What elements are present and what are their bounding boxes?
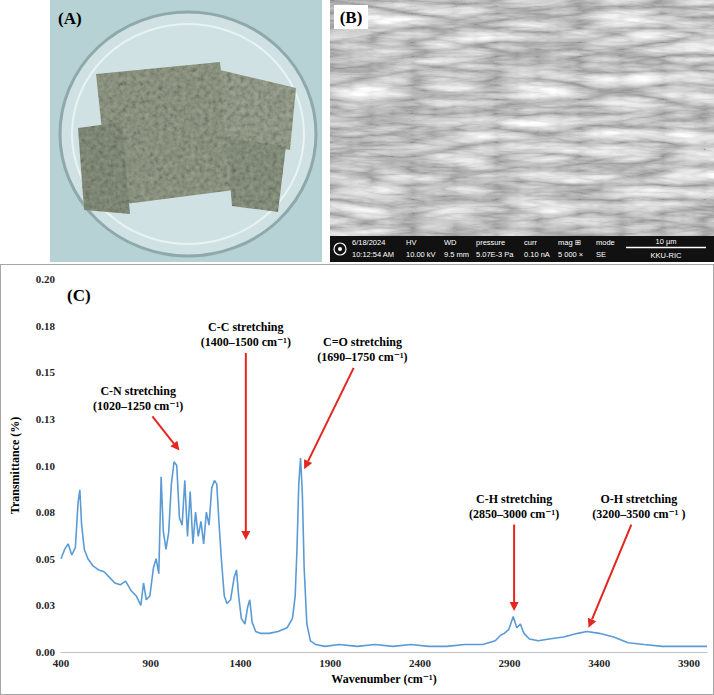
svg-text:0.10: 0.10 [36,460,56,472]
svg-text:C-H stretching: C-H stretching [476,492,552,506]
svg-text:mode: mode [596,238,615,247]
svg-text:0.13: 0.13 [36,413,56,425]
svg-text:900: 900 [142,657,159,669]
svg-text:0.05: 0.05 [36,553,56,565]
svg-text:0.08: 0.08 [36,506,56,518]
svg-text:HV: HV [406,238,416,247]
svg-text:C=O stretching: C=O stretching [323,335,402,349]
svg-text:curr: curr [524,238,537,247]
svg-text:O-H stretching: O-H stretching [600,492,677,506]
svg-text:0.10 nA: 0.10 nA [524,250,550,259]
svg-text:0.03: 0.03 [36,599,56,611]
svg-text:400: 400 [53,657,70,669]
svg-text:5 000 ×: 5 000 × [558,250,583,259]
svg-text:5.07E-3 Pa: 5.07E-3 Pa [476,250,514,259]
svg-text:(C): (C) [67,286,91,305]
svg-text:C-C stretching: C-C stretching [208,320,283,334]
svg-text:C-N stretching: C-N stretching [100,384,175,398]
svg-text:0.00: 0.00 [35,646,55,658]
svg-text:(1690–1750 cm⁻¹): (1690–1750 cm⁻¹) [317,350,407,364]
svg-text:2900: 2900 [499,657,521,669]
svg-text:Transmittance (%): Transmittance (%) [8,417,22,514]
svg-text:(2850–3000 cm⁻¹): (2850–3000 cm⁻¹) [469,507,559,521]
svg-text:(B): (B) [340,8,363,27]
svg-text:3900: 3900 [678,657,701,669]
svg-text:10.00 kV: 10.00 kV [406,250,436,259]
svg-text:(A): (A) [58,9,82,28]
svg-text:1400: 1400 [229,657,252,669]
svg-text:0.15: 0.15 [36,366,56,378]
svg-text:(1400–1500 cm⁻¹): (1400–1500 cm⁻¹) [201,335,291,349]
svg-text:SE: SE [596,250,606,259]
svg-text:3400: 3400 [588,657,611,669]
svg-text:6/18/2024: 6/18/2024 [352,238,385,247]
svg-text:WD: WD [444,238,457,247]
svg-text:(3200–3500 cm⁻¹ ): (3200–3500 cm⁻¹ ) [592,507,685,521]
svg-text:2400: 2400 [409,657,432,669]
svg-text:Wavenumber (cm⁻¹): Wavenumber (cm⁻¹) [331,672,436,686]
svg-text:9.5 mm: 9.5 mm [444,250,469,259]
svg-text:0.20: 0.20 [36,273,56,285]
svg-text:(1020–1250 cm⁻¹): (1020–1250 cm⁻¹) [93,399,183,413]
svg-text:1900: 1900 [319,657,342,669]
svg-text:KKU-RIC: KKU-RIC [651,251,682,260]
svg-text:10 µm: 10 µm [656,237,677,246]
svg-text:0.18: 0.18 [36,320,56,332]
svg-text:10:12:54 AM: 10:12:54 AM [352,250,394,259]
svg-text:mag ⊞: mag ⊞ [558,238,581,247]
svg-text:pressure: pressure [476,238,505,247]
